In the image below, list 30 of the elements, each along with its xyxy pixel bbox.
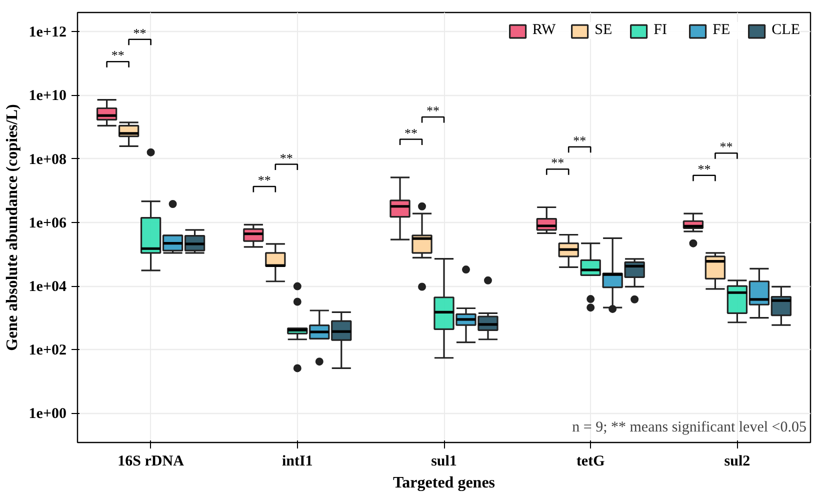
x-tick-label: intI1: [282, 454, 313, 470]
x-tick-label: sul2: [724, 454, 750, 470]
annotation: **: [573, 132, 586, 148]
annotation: **: [426, 103, 440, 118]
annotation: **: [720, 139, 733, 154]
y-axis-title: Gene absolute abundance (copies/L): [4, 104, 21, 351]
legend-label: RW: [532, 22, 556, 39]
legend-label: SE: [594, 22, 614, 39]
annotation: n = 9; ** means significant level <0.05: [572, 419, 806, 436]
annotation: **: [404, 125, 418, 140]
annotation: **: [551, 155, 564, 170]
legend-label: CLE: [772, 22, 800, 39]
legend-label: FE: [712, 22, 732, 39]
y-tick-label: 1e+08: [28, 152, 67, 168]
annotation: **: [698, 161, 711, 176]
annotation: **: [280, 150, 293, 166]
x-tick-label: 16S rDNA: [118, 454, 184, 470]
annotation: **: [258, 172, 271, 188]
x-axis-title: Targeted genes: [392, 474, 496, 492]
x-tick-label: sul1: [431, 454, 457, 470]
annotation: **: [133, 25, 146, 40]
y-tick-label: 1e+12: [28, 24, 67, 41]
y-tick-label: 1e+02: [28, 342, 67, 359]
annotation: **: [111, 48, 124, 63]
legend-label: FI: [654, 22, 668, 39]
x-tick-label: tetG: [576, 454, 606, 470]
y-tick-label: 1e+06: [28, 215, 67, 232]
y-tick-label: 1e+04: [28, 279, 67, 296]
y-tick-label: 1e+00: [28, 406, 67, 422]
y-tick-label: 1e+10: [28, 88, 67, 104]
